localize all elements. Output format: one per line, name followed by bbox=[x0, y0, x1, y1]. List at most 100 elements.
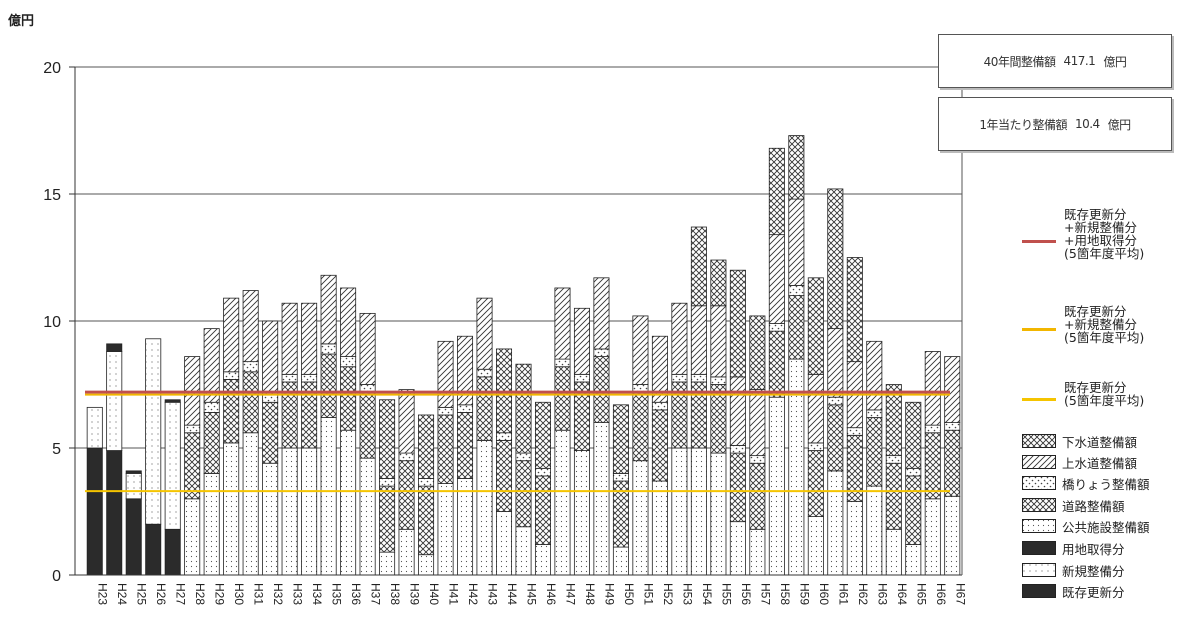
x-tick-label: H41 bbox=[447, 583, 461, 605]
x-tick-label: H31 bbox=[252, 583, 266, 605]
legend-line-existing-avg bbox=[1022, 398, 1056, 401]
bar-segment bbox=[593, 422, 610, 576]
bar-segment bbox=[729, 521, 746, 576]
bar-segment bbox=[145, 338, 162, 525]
bar-layer bbox=[86, 135, 961, 576]
bar-segment bbox=[749, 455, 766, 464]
x-tick-label: H23 bbox=[96, 583, 110, 605]
bar-segment bbox=[924, 432, 941, 500]
bar-segment bbox=[262, 462, 279, 576]
bar-segment bbox=[768, 330, 785, 398]
bar-segment bbox=[476, 376, 493, 441]
bar-segment bbox=[807, 516, 824, 576]
legend-label: 橋りょう整備額 bbox=[1062, 476, 1150, 492]
reference-line-layer bbox=[85, 390, 950, 493]
x-tick-label: H54 bbox=[700, 583, 714, 605]
bar-segment bbox=[612, 404, 629, 474]
bar-segment bbox=[184, 432, 201, 500]
bar-segment bbox=[281, 373, 298, 383]
x-tick-label: H43 bbox=[486, 583, 500, 605]
bar-segment bbox=[203, 472, 220, 576]
x-tick-label: H47 bbox=[563, 583, 577, 605]
legend-item: 用地取得分 bbox=[1022, 539, 1125, 557]
bar-segment bbox=[476, 297, 493, 370]
bar-segment bbox=[905, 475, 922, 545]
x-tick-label: H49 bbox=[602, 583, 616, 605]
x-tick-label: H61 bbox=[836, 583, 850, 605]
bar-segment bbox=[885, 455, 902, 464]
bar-segment bbox=[554, 429, 571, 576]
bar-segment bbox=[866, 409, 883, 418]
bar-segment bbox=[418, 414, 435, 479]
legend-swatch bbox=[1022, 434, 1056, 448]
bar-segment bbox=[125, 472, 142, 500]
x-tick-label: H36 bbox=[349, 583, 363, 605]
bar-segment bbox=[768, 147, 785, 236]
legend-item: 道路整備額 bbox=[1022, 496, 1125, 514]
bar-segment bbox=[729, 376, 746, 446]
bar-segment bbox=[554, 287, 571, 360]
bar-segment bbox=[86, 406, 103, 449]
bar-segment bbox=[651, 409, 668, 482]
bar-segment bbox=[106, 351, 123, 451]
bar-segment bbox=[749, 315, 766, 390]
x-tick-label: H33 bbox=[291, 583, 305, 605]
bar-segment bbox=[905, 544, 922, 576]
bar-segment bbox=[379, 399, 396, 479]
bar-segment bbox=[125, 470, 142, 474]
bar-segment bbox=[905, 401, 922, 469]
x-tick-label: H26 bbox=[154, 583, 168, 605]
legend-swatch bbox=[1022, 563, 1056, 577]
x-tick-label: H56 bbox=[739, 583, 753, 605]
bar-segment bbox=[729, 269, 746, 378]
bar-segment bbox=[690, 447, 707, 576]
bar-segment bbox=[515, 460, 532, 528]
bar-segment bbox=[885, 462, 902, 530]
y-tick-label: 15 bbox=[43, 187, 61, 204]
axis-layer: 0 5 10 15 20 H23 H24 H25 H26 H27 H28 H29 H30 H31 H32 H3… bbox=[43, 60, 967, 605]
x-tick-label: H27 bbox=[174, 583, 188, 605]
bar-segment bbox=[573, 373, 590, 383]
bar-segment bbox=[593, 356, 610, 423]
y-unit-label: 億円 bbox=[8, 14, 35, 29]
bar-segment bbox=[768, 323, 785, 332]
bar-segment bbox=[612, 546, 629, 576]
bar-segment bbox=[476, 368, 493, 378]
bar-segment bbox=[223, 371, 240, 380]
bar-segment bbox=[671, 373, 688, 383]
annual-amount-box: 1年当たり整備額 10.4 億円 bbox=[938, 97, 1172, 151]
x-tick-label: H28 bbox=[193, 583, 207, 605]
bar-segment bbox=[827, 396, 844, 406]
x-tick-label: H48 bbox=[583, 583, 597, 605]
bar-segment bbox=[827, 404, 844, 472]
bar-segment bbox=[496, 439, 513, 512]
bar-segment bbox=[788, 198, 805, 286]
legend-item: 既存更新分 bbox=[1022, 582, 1125, 600]
bar-segment bbox=[515, 452, 532, 462]
bar-segment bbox=[262, 394, 279, 403]
bar-segment bbox=[866, 417, 883, 487]
bar-segment bbox=[379, 485, 396, 553]
bar-segment bbox=[885, 528, 902, 576]
x-tick-label: H35 bbox=[330, 583, 344, 605]
bar-segment bbox=[651, 401, 668, 411]
bar-segment bbox=[437, 414, 454, 484]
bar-segment bbox=[184, 498, 201, 576]
bar-segment bbox=[398, 452, 415, 462]
bar-segment bbox=[418, 554, 435, 576]
bar-segment bbox=[125, 498, 142, 576]
bar-segment bbox=[690, 373, 707, 383]
bar-segment bbox=[223, 442, 240, 576]
total-amount-unit: 億円 bbox=[1103, 54, 1127, 69]
bar-segment bbox=[788, 135, 805, 200]
x-tick-label: H44 bbox=[505, 583, 519, 605]
x-tick-label: H62 bbox=[856, 583, 870, 605]
bar-segment bbox=[359, 312, 376, 385]
x-tick-label: H24 bbox=[115, 583, 129, 605]
bar-segment bbox=[262, 401, 279, 464]
bar-segment bbox=[846, 500, 863, 576]
bar-segment bbox=[807, 450, 824, 517]
bar-segment bbox=[340, 287, 357, 357]
x-tick-label: H65 bbox=[914, 583, 928, 605]
x-tick-label: H38 bbox=[388, 583, 402, 605]
